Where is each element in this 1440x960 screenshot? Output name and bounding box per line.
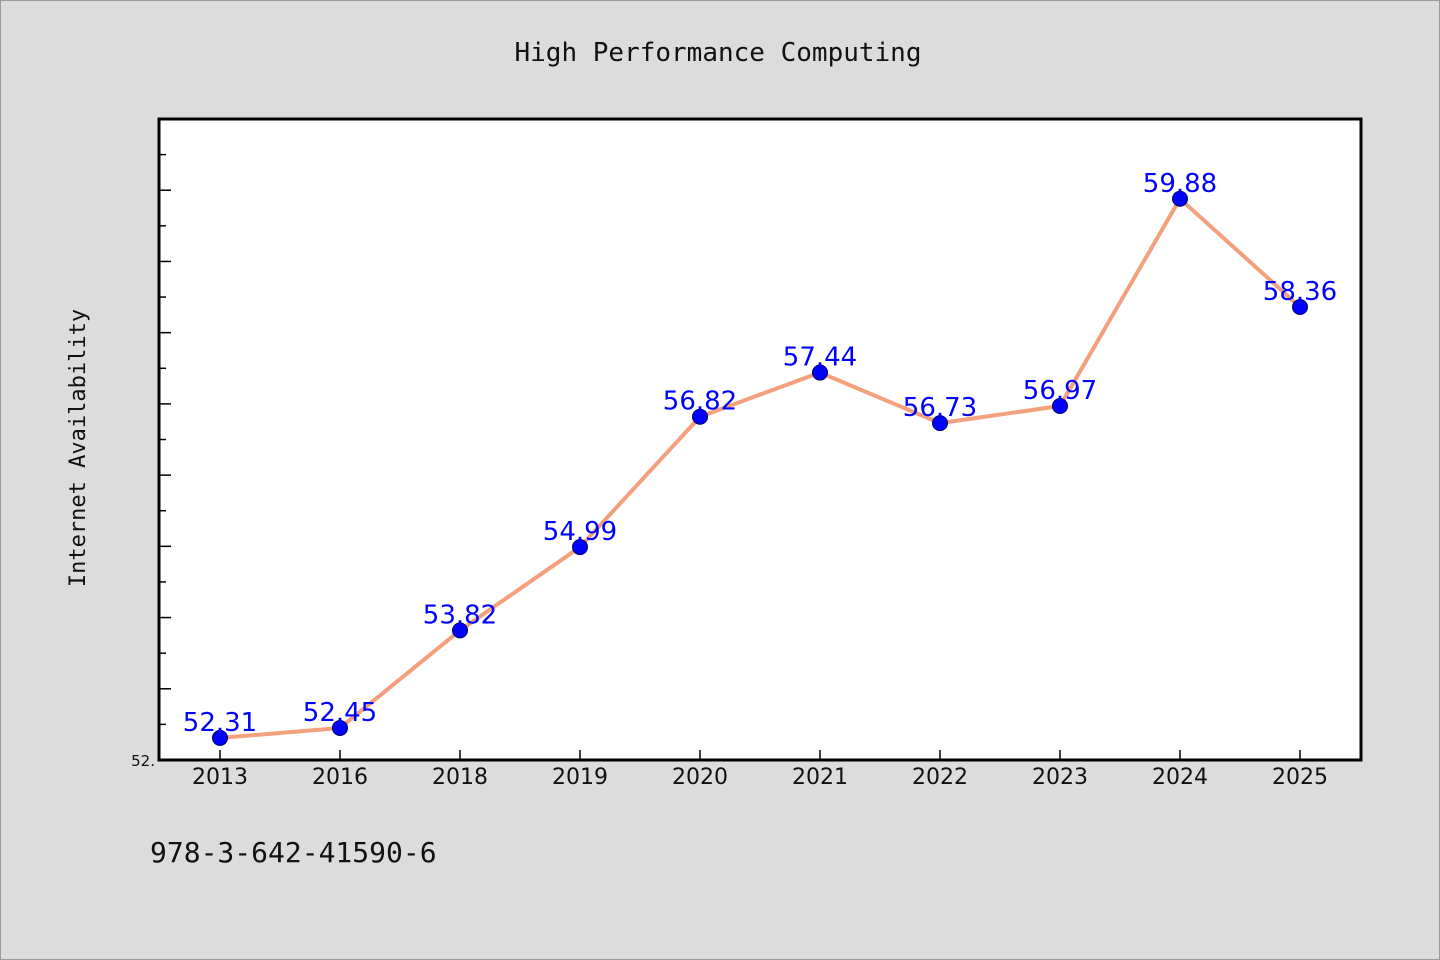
data-point-marker xyxy=(1292,299,1308,316)
data-point-marker xyxy=(812,364,828,381)
data-point-marker xyxy=(692,408,708,425)
data-label: 52.45 xyxy=(303,698,377,728)
data-point-marker xyxy=(932,415,948,432)
x-tick-label: 2016 xyxy=(312,765,368,790)
data-point-marker xyxy=(1052,398,1068,415)
data-labels-group: 52.31 52.45 53.82 54.99 56.82 57.44 56.73 56.97… xyxy=(183,169,1337,738)
data-label: 53.82 xyxy=(423,600,497,630)
data-label: 56.73 xyxy=(903,393,977,423)
x-tick-label: 2018 xyxy=(432,765,488,790)
data-label: 59.88 xyxy=(1143,169,1217,199)
x-tick-label: 2022 xyxy=(912,765,968,790)
x-tick-label: 2013 xyxy=(192,765,248,790)
series-group xyxy=(212,190,1308,746)
x-tick-label: 2025 xyxy=(1272,765,1328,790)
data-label: 52.31 xyxy=(183,708,257,738)
x-tick-label: 2020 xyxy=(672,765,728,790)
x-axis-ticks: 2013 2016 2018 2019 2020 2021 2022 2023 2024 2025 xyxy=(192,750,1328,790)
plot-area xyxy=(157,117,1363,762)
x-tick-label: 2024 xyxy=(1152,765,1208,790)
data-point-marker xyxy=(212,729,228,746)
y-tick-label-min: 52. xyxy=(131,752,155,770)
data-point-marker xyxy=(332,719,348,736)
series-line xyxy=(219,196,1302,740)
data-label: 58.36 xyxy=(1263,277,1337,307)
data-label: 56.82 xyxy=(663,387,737,417)
data-label: 57.44 xyxy=(783,343,857,373)
chart-title: High Performance Computing xyxy=(515,38,922,68)
x-tick-label: 2019 xyxy=(552,765,608,790)
footer-isbn-text: 978-3-642-41590-6 xyxy=(150,836,437,869)
data-label: 56.97 xyxy=(1023,376,1097,406)
data-point-marker xyxy=(572,539,588,556)
data-label: 54.99 xyxy=(543,517,617,547)
y-axis-ticks xyxy=(159,118,171,761)
x-tick-label: 2023 xyxy=(1032,765,1088,790)
y-axis-label: Internet Availability xyxy=(66,309,91,587)
x-tick-label: 2021 xyxy=(792,765,848,790)
data-point-marker xyxy=(1172,190,1188,207)
data-point-marker xyxy=(452,622,468,639)
